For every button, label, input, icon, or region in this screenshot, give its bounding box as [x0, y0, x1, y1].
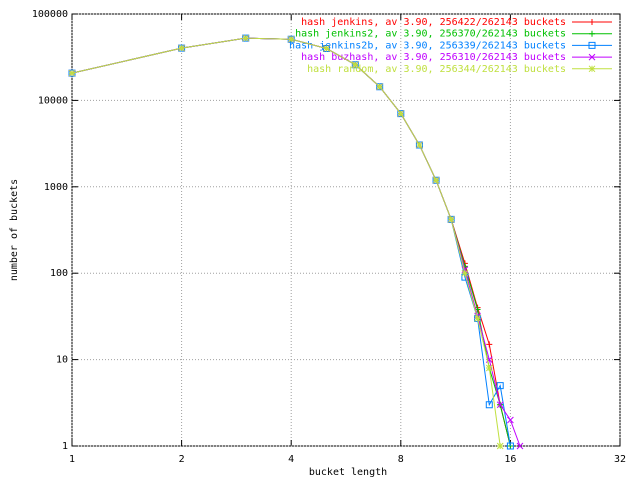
data-point: [242, 34, 250, 42]
y-tick-label: 10: [56, 355, 68, 366]
legend-marker: [588, 53, 596, 61]
data-point: [432, 176, 440, 184]
data-point: [474, 315, 481, 322]
data-point: [376, 83, 384, 91]
data-point: [178, 44, 185, 52]
legend-marker: [588, 65, 596, 73]
data-point: [447, 215, 455, 223]
data-point: [506, 442, 514, 450]
data-point: [323, 45, 330, 52]
series-line: [71, 37, 501, 447]
data-point: [68, 69, 76, 77]
x-tick-label: 8: [398, 454, 404, 465]
data-point: [485, 364, 493, 372]
data-point: [447, 215, 455, 223]
series-line: [71, 37, 521, 447]
y-tick-label: 10000: [38, 95, 68, 106]
y-tick-label: 100: [50, 268, 68, 279]
data-point: [287, 35, 295, 43]
data-point: [485, 401, 493, 409]
y-axis-label: number of buckets: [9, 179, 20, 281]
x-tick-label: 4: [288, 454, 294, 465]
legend-marker: [588, 41, 596, 49]
data-point: [496, 442, 504, 450]
legend-label: hash jenkins2, av 3.90, 256370/262143 bu…: [295, 29, 566, 40]
data-point: [496, 401, 504, 409]
legend-label: hash jenkins, av 3.90, 256422/262143 buc…: [301, 17, 566, 28]
y-tick-label: 1000: [44, 182, 68, 193]
legend-marker: [589, 30, 595, 37]
legend-label: hash jenkins2b, av 3.90, 256339/262143 b…: [289, 40, 566, 51]
data-point: [496, 382, 504, 390]
data-point: [516, 442, 524, 450]
data-point: [68, 69, 76, 77]
data-point: [507, 416, 514, 424]
data-point: [351, 61, 359, 69]
legend-marker: [589, 19, 595, 25]
legend-label: hash random, av 3.90, 256344/262143 buck…: [307, 64, 566, 75]
x-tick-label: 32: [614, 454, 626, 465]
y-tick-label: 100000: [32, 9, 68, 20]
plot-frame: [71, 13, 621, 447]
data-point: [242, 34, 250, 42]
data-point: [461, 269, 469, 277]
data-point: [397, 110, 405, 118]
data-point: [397, 110, 405, 117]
x-tick-label: 2: [179, 454, 185, 465]
x-tick-label: 16: [504, 454, 516, 465]
data-point: [486, 341, 493, 348]
x-tick-label: 1: [69, 454, 75, 465]
data-point: [416, 141, 423, 149]
legend-label: hash buzhash, av 3.90, 256310/262143 buc…: [301, 52, 566, 63]
y-tick-label: 1: [62, 441, 68, 452]
x-axis-label: bucket length: [309, 467, 387, 478]
